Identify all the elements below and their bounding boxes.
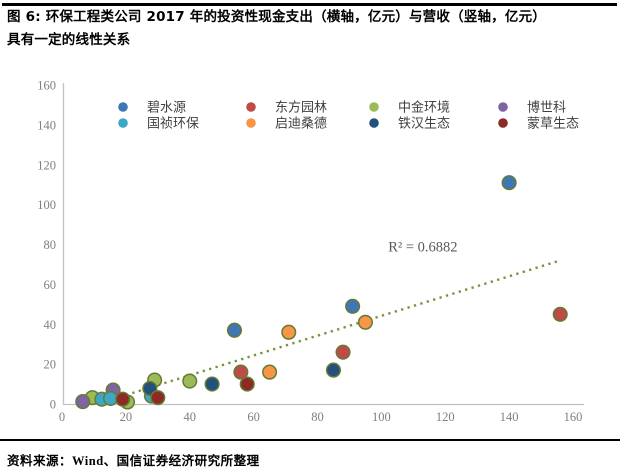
y-tick-label: 160 <box>37 79 56 93</box>
figure-title-line-2: 具有一定的线性关系 <box>7 32 131 48</box>
figure-top-border <box>2 3 617 6</box>
data-point-东方园林 <box>233 364 249 380</box>
data-point-碧水源 <box>345 298 361 314</box>
trendline <box>106 259 561 403</box>
legend-marker-碧水源 <box>118 102 128 112</box>
x-tick-label: 160 <box>564 410 583 424</box>
data-point-铁汉生态 <box>325 362 342 378</box>
y-tick-label: 20 <box>44 358 57 372</box>
x-tick-label: 20 <box>120 410 133 424</box>
data-point-蒙草生态 <box>239 376 255 392</box>
x-tick-label: 40 <box>184 410 197 424</box>
x-tick-label: 120 <box>436 410 455 424</box>
x-tick-label: 80 <box>311 410 324 424</box>
legend-label-碧水源: 碧水源 <box>147 101 186 116</box>
legend-marker-启迪桑德 <box>246 118 256 128</box>
y-tick-label: 100 <box>37 198 56 212</box>
data-point-启迪桑德 <box>357 314 373 330</box>
data-point-蒙草生态 <box>150 390 166 406</box>
x-tick-label: 60 <box>247 410 260 424</box>
legend-label-国祯环保: 国祯环保 <box>147 117 199 132</box>
data-point-东方园林 <box>552 306 568 322</box>
data-point-东方园林 <box>335 344 351 360</box>
footer-divider <box>0 439 620 441</box>
y-tick-label: 120 <box>37 158 56 172</box>
legend-marker-博世科 <box>498 102 508 112</box>
legend-marker-中金环境 <box>369 102 379 112</box>
x-tick-label: 140 <box>500 410 519 424</box>
data-point-碧水源 <box>501 175 517 191</box>
legend-label-中金环境: 中金环境 <box>398 100 450 116</box>
data-point-碧水源 <box>226 322 243 338</box>
x-tick-label: 100 <box>372 410 391 424</box>
legend-marker-国祯环保 <box>118 118 128 128</box>
legend-marker-蒙草生态 <box>498 118 508 128</box>
source-note: 资料来源：Wind、国信证券经济研究所整理 <box>7 454 260 468</box>
y-tick-label: 140 <box>37 118 56 132</box>
data-point-中金环境 <box>182 373 198 389</box>
r-squared-label: R² = 0.6882 <box>388 239 457 255</box>
legend-marker-铁汉生态 <box>369 118 379 128</box>
data-point-启迪桑德 <box>281 324 297 340</box>
y-tick-label: 40 <box>44 318 57 332</box>
y-tick-label: 60 <box>44 278 57 292</box>
legend-label-启迪桑德: 启迪桑德 <box>275 117 327 132</box>
data-point-蒙草生态 <box>115 391 131 407</box>
legend-label-东方园林: 东方园林 <box>275 100 327 116</box>
y-tick-label: 80 <box>44 238 57 252</box>
legend-label-铁汉生态: 铁汉生态 <box>398 117 450 132</box>
data-point-启迪桑德 <box>262 364 278 380</box>
data-point-铁汉生态 <box>204 376 220 392</box>
legend-label-蒙草生态: 蒙草生态 <box>527 117 579 132</box>
figure-title-line-1: 图 6: 环保工程类公司 2017 年的投资性现金支出（横轴，亿元）与营收（竖轴… <box>7 9 546 25</box>
x-tick-label: 0 <box>59 410 65 424</box>
y-tick-label: 0 <box>50 398 56 412</box>
legend-label-博世科: 博世科 <box>527 101 566 116</box>
legend-marker-东方园林 <box>246 102 256 112</box>
data-point-博世科 <box>75 394 91 410</box>
